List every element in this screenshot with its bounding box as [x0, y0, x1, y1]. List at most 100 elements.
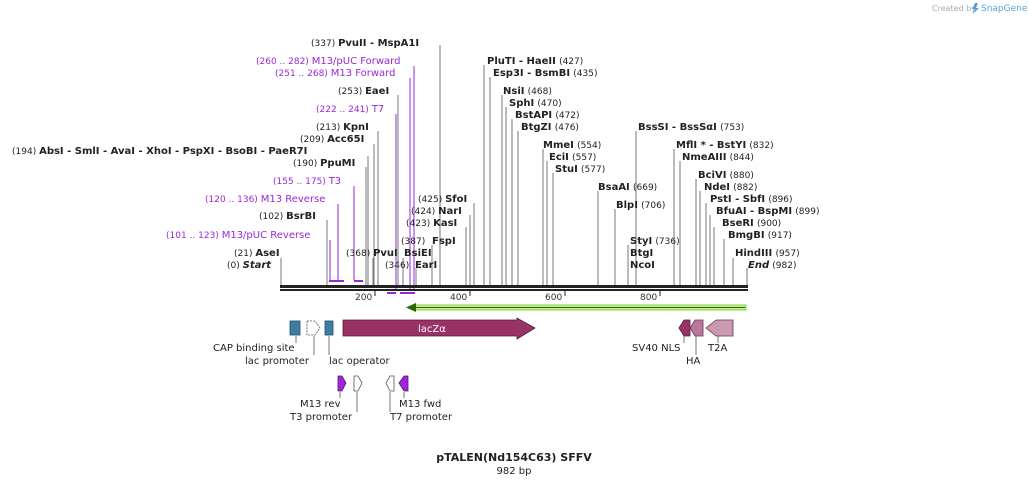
svg-text:(387): (387)	[401, 237, 425, 247]
svg-text:(260 .. 282) M13/pUC Forward: (260 .. 282) M13/pUC Forward	[256, 56, 400, 67]
primer-m13-puc-forward[interactable]: (260 .. 282) M13/pUC Forward	[256, 56, 400, 67]
site-hindiii[interactable]: HindIII (957)	[735, 248, 800, 259]
site-nsii[interactable]: NsiI (468)	[503, 86, 552, 97]
primer-binding-marks	[329, 280, 415, 294]
site-absi-group[interactable]: (194) AbsI - SmlI - AvaI - XhoI - PspXI …	[12, 146, 307, 157]
svg-text:(423) KasI: (423) KasI	[406, 218, 457, 229]
t3-promoter-arrow[interactable]	[353, 375, 363, 392]
site-ndei[interactable]: NdeI (882)	[704, 182, 757, 193]
svg-text:(21) AseI: (21) AseI	[234, 248, 280, 259]
site-bsaai[interactable]: BsaAI (669)	[598, 182, 657, 193]
site-stui[interactable]: StuI (577)	[555, 164, 605, 175]
site-asei[interactable]: (21) AseI	[234, 248, 280, 259]
svg-text:BciVI (880): BciVI (880)	[698, 170, 754, 181]
svg-text:(251 .. 268) M13 Forward: (251 .. 268) M13 Forward	[275, 68, 395, 79]
svg-text:EciI (557): EciI (557)	[549, 152, 596, 163]
dna-backbone	[280, 285, 748, 291]
site-end[interactable]: End (982)	[748, 260, 797, 271]
svg-text:(120 .. 136) M13 Reverse: (120 .. 136) M13 Reverse	[205, 194, 325, 205]
svg-text:MmeI (554): MmeI (554)	[543, 140, 601, 151]
svg-text:(209) Acc65I: (209) Acc65I	[300, 134, 364, 145]
svg-text:NdeI (882): NdeI (882)	[704, 182, 757, 193]
site-pvuii[interactable]: (337) PvuII - MspA1I	[311, 38, 419, 49]
site-eari[interactable]: (387) EarI	[401, 237, 437, 271]
m13-fwd-arrow[interactable]	[398, 375, 409, 392]
site-labels: (337) PvuII - MspA1I (253) EaeI (213) Kp…	[12, 38, 819, 271]
t7-promoter-arrow[interactable]	[385, 375, 395, 392]
svg-text:BsiEI: BsiEI	[404, 248, 432, 259]
lac-promoter-arrow[interactable]	[306, 320, 321, 336]
scale-ticks	[374, 291, 661, 296]
site-btgi[interactable]: BtgI	[630, 248, 653, 259]
site-bsrbi[interactable]: (102) BsrBI	[259, 211, 316, 222]
site-psti[interactable]: PstI - SbfI (896)	[710, 194, 793, 205]
svg-text:FspI: FspI	[432, 236, 456, 247]
m13-fwd-label: M13 fwd	[399, 399, 441, 410]
cap-binding-site-box[interactable]	[289, 320, 301, 336]
svg-text:(102) BsrBI: (102) BsrBI	[259, 211, 316, 222]
m13-rev-arrow[interactable]	[337, 375, 347, 392]
site-bcivi[interactable]: BciVI (880)	[698, 170, 754, 181]
site-mmei[interactable]: MmeI (554)	[543, 140, 601, 151]
site-start[interactable]: (0) Start	[227, 260, 272, 271]
site-bfuai[interactable]: BfuAI - BspMI (899)	[716, 206, 819, 217]
cap-binding-site-label: CAP binding site	[213, 343, 295, 354]
site-kasi[interactable]: (423) KasI	[406, 218, 457, 229]
t2a-arrow[interactable]	[705, 319, 734, 337]
svg-text:End (982): End (982)	[748, 260, 797, 271]
site-bmgbi[interactable]: BmgBI (917)	[728, 230, 792, 241]
svg-text:NmeAIII (844): NmeAIII (844)	[682, 152, 754, 163]
site-fspi[interactable]: FspI	[432, 236, 456, 247]
sv40-nls-arrow[interactable]	[678, 319, 691, 337]
created-by-text: Created by	[932, 4, 976, 13]
svg-text:(190) PpuMI: (190) PpuMI	[293, 158, 355, 169]
lac-operator-label: lac operator	[329, 356, 390, 367]
site-sfoi[interactable]: (425) SfoI	[418, 194, 467, 205]
site-esp3i[interactable]: Esp3I - BsmBI (435)	[493, 68, 597, 79]
svg-text:BssSI - BssSαI (753): BssSI - BssSαI (753)	[638, 122, 744, 133]
site-mfli[interactable]: MflI * - BstYI (832)	[676, 140, 774, 151]
scale-label-600: 600	[545, 293, 562, 303]
lac-operator-box[interactable]	[324, 320, 334, 336]
ha-arrow[interactable]	[689, 319, 704, 337]
primer-m13-puc-reverse[interactable]: (101 .. 123) M13/pUC Reverse	[166, 230, 310, 241]
site-pvui[interactable]: (368) PvuI	[346, 248, 398, 259]
site-nmeaiii[interactable]: NmeAIII (844)	[682, 152, 754, 163]
site-blpi[interactable]: BlpI (706)	[616, 200, 665, 211]
site-sphi[interactable]: SphI (470)	[509, 98, 562, 109]
site-eaei[interactable]: (253) EaeI	[338, 86, 389, 97]
site-nari[interactable]: (424) NarI	[411, 206, 462, 217]
scale-label-800: 800	[640, 293, 657, 303]
site-bseri[interactable]: BseRI (900)	[722, 218, 781, 229]
scale-label-200: 200	[355, 293, 372, 303]
svg-text:(194) AbsI - SmlI - AvaI: (194) AbsI - SmlI - AvaI - XhoI - PspXI …	[12, 146, 307, 157]
primer-t7[interactable]: (222 .. 241) T7	[316, 104, 384, 115]
svg-text:(0) Start: (0) Start	[227, 260, 272, 271]
promoter-track: M13 rev T3 promoter M13 fwd T7 promoter	[289, 375, 453, 423]
orf-arrow[interactable]	[406, 303, 747, 312]
site-styi[interactable]: StyI (736)	[630, 236, 680, 247]
t7-promoter-label: T7 promoter	[389, 412, 453, 423]
svg-text:StyI (736): StyI (736)	[630, 236, 680, 247]
svg-text:StuI (577): StuI (577)	[555, 164, 605, 175]
site-ecii[interactable]: EciI (557)	[549, 152, 596, 163]
lac-promoter-label: lac promoter	[245, 356, 310, 367]
site-ppumi[interactable]: (190) PpuMI	[293, 158, 355, 169]
site-bsiei[interactable]: BsiEI (346)	[385, 248, 432, 271]
site-bsssi[interactable]: BssSI - BssSαI (753)	[638, 122, 744, 133]
primer-m13-reverse[interactable]: (120 .. 136) M13 Reverse	[205, 194, 325, 205]
svg-text:(213) KpnI: (213) KpnI	[316, 122, 369, 133]
site-kpni[interactable]: (213) KpnI	[316, 122, 369, 133]
primer-m13-forward[interactable]: (251 .. 268) M13 Forward	[275, 68, 395, 79]
site-acc65i[interactable]: (209) Acc65I	[300, 134, 364, 145]
svg-text:(101 .. 123) M13/pUC Reverse: (101 .. 123) M13/pUC Reverse	[166, 230, 310, 241]
site-bstapi[interactable]: BstAPI (472)	[515, 110, 580, 121]
primer-t3[interactable]: (155 .. 175) T3	[273, 176, 341, 187]
sv40-nls-label: SV40 NLS	[632, 343, 681, 354]
lacza-feature[interactable]: lacZα	[342, 317, 536, 340]
site-pluti[interactable]: PluTI - HaeII (427)	[487, 56, 583, 67]
svg-text:MflI * - BstYI (832): MflI * - BstYI (832)	[676, 140, 774, 151]
site-btgzi[interactable]: BtgZI (476)	[521, 122, 579, 133]
site-ncoi[interactable]: NcoI	[630, 260, 655, 271]
